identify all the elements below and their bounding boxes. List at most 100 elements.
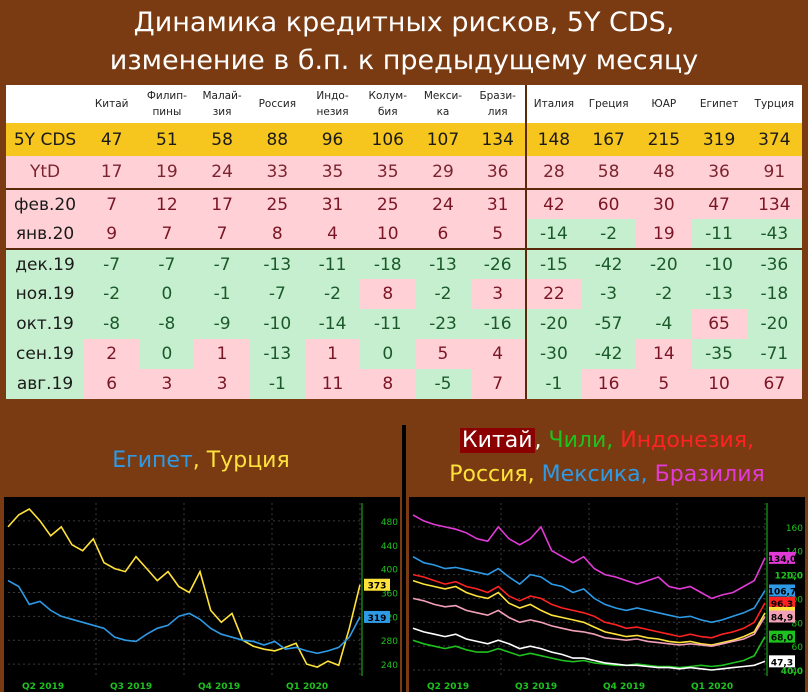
table-cell: 8 [360,369,416,399]
table-cell: 96 [304,123,361,156]
table-cell: 24 [194,156,250,189]
last-value-badge [769,596,795,609]
x-tick-label: Q3 2019 [515,682,557,692]
y-tick-label: 480 [381,518,398,528]
table-cell: 11 [304,369,361,399]
x-tick-label: Q1 2020 [691,682,733,692]
header-country-line: Турция [754,98,795,110]
row-label: янв.20 [6,219,85,249]
table-cell: -2 [636,279,692,309]
extra-axis-label: 40,0 [781,667,803,677]
header-country-line: Мекси- [423,90,463,102]
x-tick-label: Q4 2019 [198,682,240,692]
table-cell: 35 [304,156,361,189]
table-row: авг.19 6 3 3 -1 11 8 -5 7 -1 16 5 10 67 [6,369,802,399]
table-cell: 4 [470,339,526,369]
table-cell: -57 [581,309,637,339]
table-cell: -7 [139,248,195,279]
title-part: , [192,448,207,473]
header-country-line: Колум- [368,90,407,102]
table-cell: 48 [636,156,692,189]
table-cell: -3 [581,279,637,309]
panel-divider [402,425,406,692]
header-country: Филип-пины [139,85,195,123]
header-country: Китай [84,85,140,123]
table-cell: 215 [636,123,692,156]
header-country-line: пины [152,106,182,118]
table-cell: 58 [581,156,637,189]
table-cell: 22 [524,279,582,309]
row-label: окт.19 [6,309,85,339]
x-tick-label: Q2 2019 [22,682,64,692]
last-value-badge [769,610,795,623]
table-cell: -1 [524,369,582,399]
y-tick-label: 440 [381,542,398,552]
header-country: Брази-лия [470,85,526,123]
series-line [412,597,766,648]
table-cell: 31 [470,188,526,219]
y-tick-label: 240 [381,661,398,671]
table-cell: -1 [249,369,305,399]
table-cell: -18 [360,248,416,279]
table-cell: 47 [84,123,140,156]
right-title-line-2: Россия, Мексика, Бразилия [406,458,808,492]
title-part: , [746,428,754,453]
table-cell: -14 [524,219,582,249]
right-chart-title: Китай, Чили, Индонезия, Россия, Мексика,… [406,424,808,492]
table-cell: 374 [746,123,802,156]
title-part: Турция [206,448,290,473]
table-cell: 58 [194,123,250,156]
series-line [412,514,766,600]
y-tick-label: 400 [381,566,398,576]
table-cell: 30 [636,188,692,219]
series-line [7,579,361,655]
header-country-line: незия [316,106,349,118]
table-cell: 9 [84,219,140,249]
table-cell: 7 [84,188,140,219]
table-cell: -11 [360,309,416,339]
title-part: Чили [548,428,607,453]
table-cell: 19 [636,219,692,249]
table-cell: -7 [84,248,140,279]
series-line [412,556,766,624]
header-country-line: Индо- [316,90,349,102]
table-cell: -42 [581,339,637,369]
table-cell: -42 [581,248,637,279]
table-cell: 10 [360,219,416,249]
table-cell: 2 [84,339,140,369]
table-cell: -35 [691,339,747,369]
table-cell: 5 [636,369,692,399]
header-country: Турция [746,85,802,123]
x-tick-label: Q4 2019 [603,682,645,692]
table-cell: 36 [470,156,526,189]
table-cell: 106 [360,123,416,156]
table-cell: 134 [746,188,802,219]
header-country: Мекси-ка [415,85,471,123]
table-cell: -7 [249,279,305,309]
table-cell: 148 [524,123,582,156]
row-label: ноя.19 [6,279,85,309]
chart-background [4,497,400,692]
table-cell: 17 [194,188,250,219]
table-cell: 7 [139,219,195,249]
last-value-badge [364,610,390,623]
last-value-label: 319 [368,614,387,624]
table-cell: 10 [691,369,747,399]
header-country-line: бия [377,106,398,118]
table-cell: 0 [139,339,195,369]
table-cell: -8 [139,309,195,339]
left-chart-title: Египет, Турция [0,448,402,473]
table-cell: -4 [636,309,692,339]
table-cell: -7 [194,248,250,279]
header-country-line: Греция [588,98,629,110]
title-part: , [534,428,549,453]
title-part: Китай [460,428,535,453]
table-cell: 167 [581,123,637,156]
table-cell: 36 [691,156,747,189]
table-cell: 47 [691,188,747,219]
row-label: 5Y CDS [6,123,85,156]
table-cell: -2 [581,219,637,249]
y-tick-label: 120 [786,572,803,582]
series-line [7,507,361,668]
y-tick-label: 360 [381,589,398,599]
